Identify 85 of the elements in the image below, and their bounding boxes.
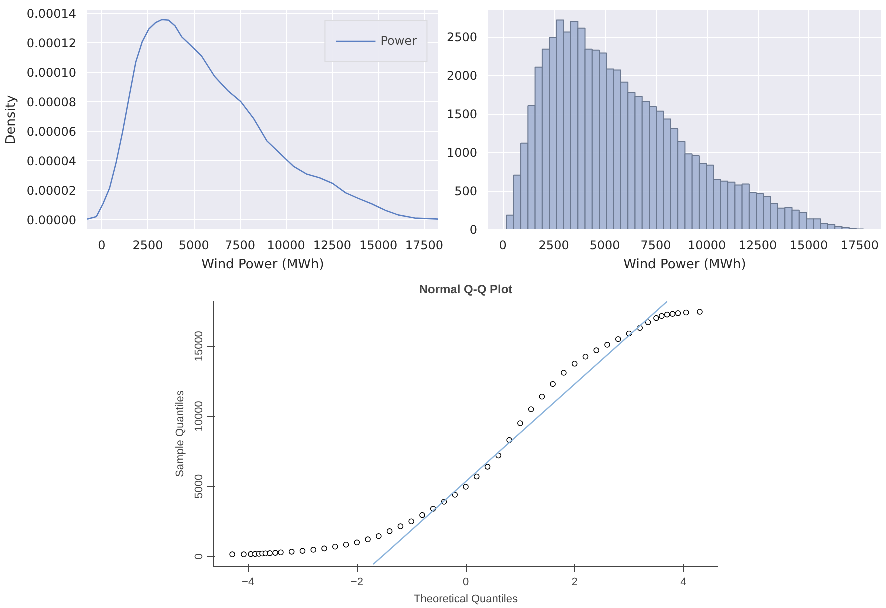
point: [452, 492, 458, 498]
point: [675, 310, 682, 316]
y-tick-label: 1500: [446, 108, 478, 122]
point: [664, 312, 670, 318]
y-tick-label: 0.00006: [26, 124, 76, 139]
y-tick-label: 0.00008: [26, 95, 76, 110]
legend-label: Power: [380, 34, 417, 48]
point: [343, 542, 350, 548]
chart-title: Normal Q-Q Plot: [419, 282, 513, 296]
point: [300, 548, 306, 554]
line-series: [88, 19, 438, 220]
y-tick-label: 0: [194, 554, 206, 560]
x-tick-label: 17500: [840, 238, 880, 252]
x-tick-label: 0: [98, 238, 106, 252]
point: [550, 381, 556, 388]
y-tick-label: 5000: [194, 474, 206, 499]
point: [645, 320, 652, 326]
point: [354, 540, 360, 546]
x-axis-title: Theoretical Quantiles: [414, 594, 518, 606]
x-tick-label: 7500: [640, 238, 672, 252]
point: [398, 524, 404, 530]
y-axis-title: Sample Quantiles: [174, 390, 186, 478]
x-tick-label: 17500: [405, 238, 444, 252]
point: [604, 342, 610, 348]
y-tick-label: 0.00010: [26, 66, 76, 80]
x-tick-label: 12500: [313, 238, 352, 252]
x-axis-title: Wind Power (MWh): [202, 258, 324, 272]
point: [376, 533, 382, 540]
point: [594, 348, 600, 354]
point: [420, 512, 426, 518]
point: [386, 528, 393, 534]
y-tick-label: 15000: [194, 331, 206, 362]
x-tick-label: 2500: [132, 238, 164, 252]
x-tick-label: 15000: [359, 238, 398, 252]
x-tick-label: 0: [499, 238, 507, 252]
x-tick-label: 5000: [590, 238, 620, 252]
point: [654, 315, 660, 322]
point: [272, 550, 278, 556]
y-tick-label: 0.00004: [26, 154, 76, 168]
y-tick-label: 1000: [446, 146, 478, 160]
point: [288, 549, 295, 555]
y-tick-label: 0: [470, 223, 478, 237]
point: [683, 310, 690, 316]
point: [528, 406, 534, 412]
y-tick-label: 0.00014: [26, 6, 76, 21]
point: [408, 518, 414, 525]
y-tick-label: 0.00000: [26, 213, 76, 228]
y-tick-label: 500: [454, 184, 478, 199]
y-tick-label: 0.00002: [26, 184, 76, 198]
x-tick-label: 2500: [538, 238, 570, 252]
point: [463, 484, 469, 490]
x-tick-label: 2: [572, 576, 578, 588]
point: [561, 370, 567, 376]
point: [539, 394, 546, 400]
point: [267, 550, 273, 556]
point: [365, 536, 371, 542]
y-tick-label: 2000: [446, 69, 478, 84]
point: [615, 336, 622, 342]
x-tick-label: 15000: [790, 238, 828, 252]
point: [582, 354, 589, 360]
y-tick-label: 10000: [194, 401, 206, 432]
point: [518, 420, 524, 426]
point: [278, 550, 284, 556]
point: [484, 464, 491, 470]
point: [241, 552, 247, 558]
point: [697, 309, 703, 315]
point: [332, 544, 338, 550]
y-axis-title: Density: [4, 94, 19, 145]
point: [474, 474, 480, 480]
point: [659, 313, 665, 320]
y-tick-label: 0.00012: [26, 36, 76, 50]
x-tick-label: −2: [350, 576, 364, 588]
point: [230, 552, 236, 558]
point: [670, 311, 676, 318]
x-tick-label: 10000: [267, 238, 306, 252]
x-tick-label: 10000: [688, 238, 726, 252]
point: [322, 546, 328, 552]
point: [572, 361, 578, 367]
x-tick-label: −4: [242, 576, 255, 588]
x-tick-label: 12500: [738, 238, 778, 252]
x-tick-label: 4: [680, 576, 687, 588]
x-tick-label: 7500: [224, 238, 256, 252]
y-tick-label: 2500: [446, 30, 478, 45]
x-axis-title: Wind Power (MWh): [624, 258, 746, 272]
point: [310, 547, 317, 553]
